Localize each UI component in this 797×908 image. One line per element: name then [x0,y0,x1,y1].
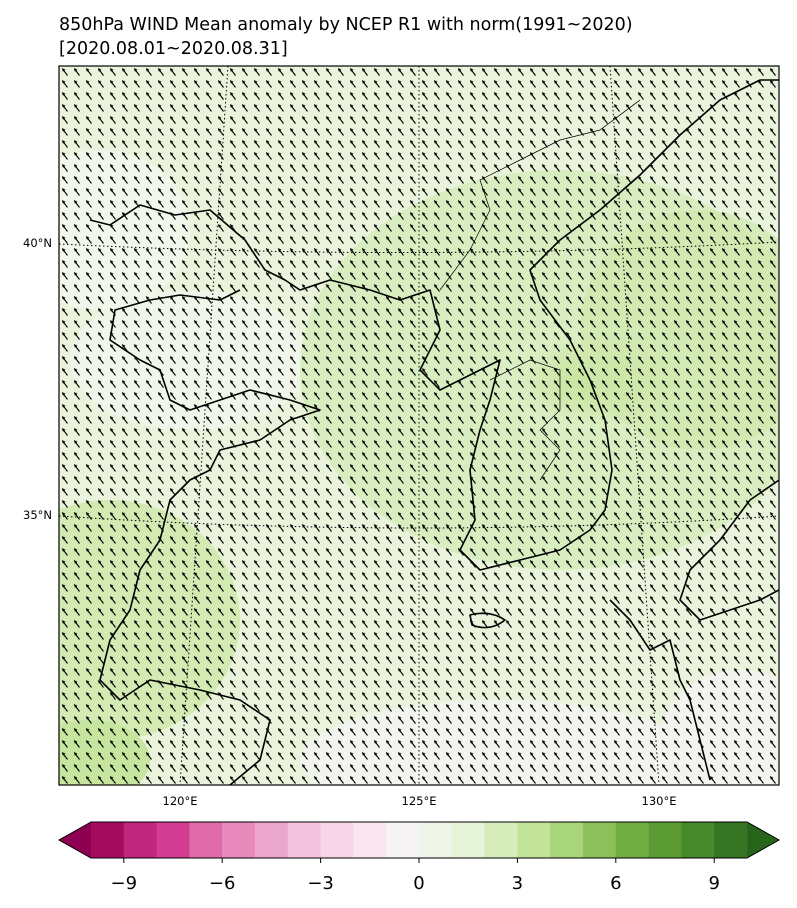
colorbar-box [419,822,453,858]
colorbar-box [123,822,158,858]
colorbar-box [353,822,387,858]
colorbar-extend-low [59,822,91,858]
map-frame [58,65,780,786]
colorbar-tick-label: −9 [111,873,138,894]
colorbar-box [222,822,256,858]
lon-label: 120°E [163,794,198,808]
colorbar-box [714,822,748,858]
colorbar-box [386,822,420,858]
colorbar-box [583,822,617,858]
colorbar-outline [57,821,781,859]
colorbar-extend-high [747,822,779,858]
colorbar-box [255,822,289,858]
lat-label: 35°N [23,508,52,522]
lon-label: 130°E [642,794,677,808]
colorbar-tick-label: 3 [512,873,523,894]
colorbar-tick-label: 6 [610,873,621,894]
title: 850hPa WIND Mean anomaly by NCEP R1 with… [59,15,633,35]
colorbar-tick-label: −3 [307,873,334,894]
lon-label: 125°E [402,794,437,808]
lat-label: 40°N [23,236,52,250]
subtitle: [2020.08.01~2020.08.31] [59,39,288,59]
colorbar-box [91,822,125,858]
colorbar-tick-label: −6 [209,873,236,894]
colorbar-tick-label: 0 [413,873,424,894]
colorbar-box [287,822,322,858]
colorbar-box [156,822,190,858]
colorbar-box [681,822,715,858]
colorbar-box [320,822,354,858]
map [59,66,779,785]
colorbar-box [550,822,584,858]
colorbar-box [451,822,486,858]
colorbar-box [189,822,223,858]
colorbar-box [615,822,650,858]
colorbar-tick-label: 9 [708,873,719,894]
colorbar-box [517,822,551,858]
colorbar-box [484,822,518,858]
colorbar-box [648,822,682,858]
colorbar: −9 −6 −3 0 3 6 9 [57,821,781,894]
